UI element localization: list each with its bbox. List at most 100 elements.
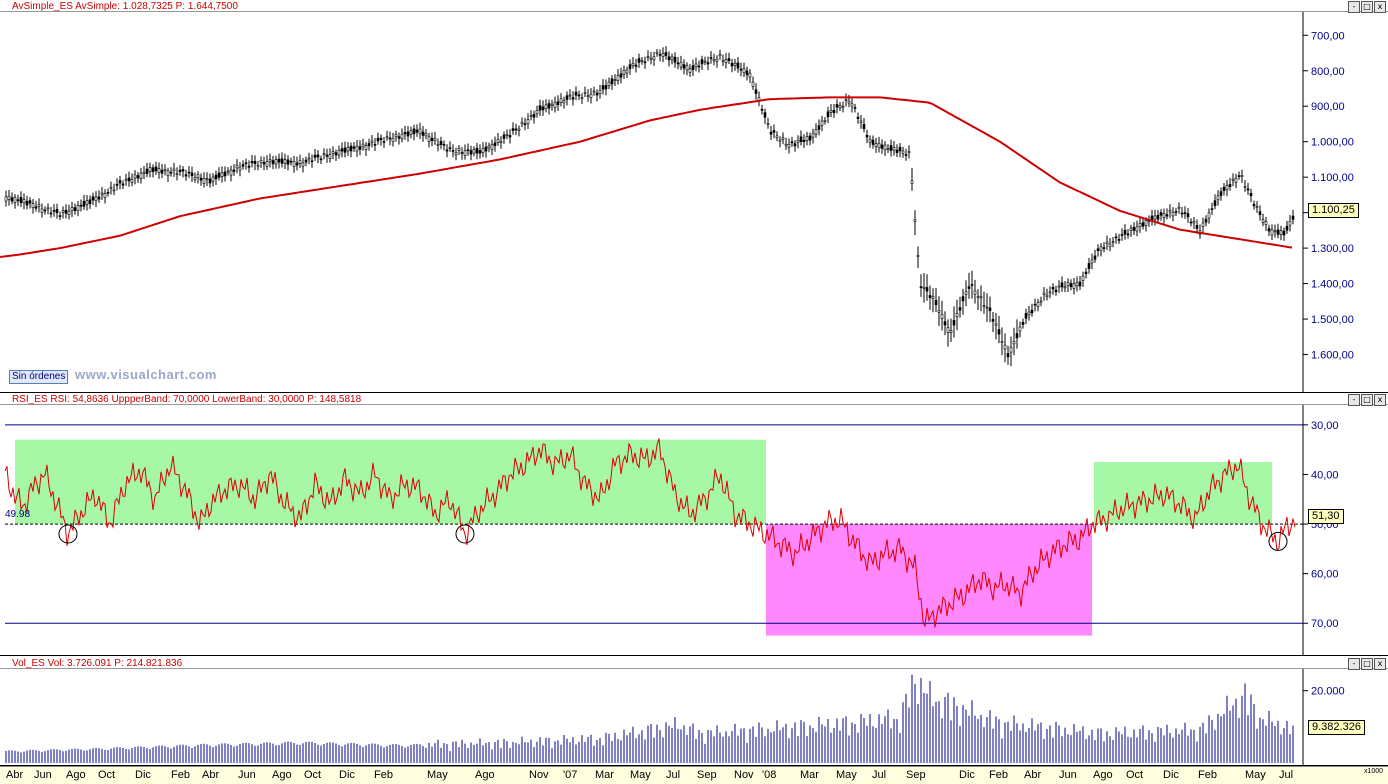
candle-body bbox=[745, 70, 749, 76]
candle-body bbox=[481, 147, 485, 153]
candle-body bbox=[85, 200, 89, 205]
candle-body bbox=[1162, 213, 1166, 218]
candle-body bbox=[1165, 214, 1169, 217]
x-tick-label: '07 bbox=[563, 769, 578, 781]
candle-body bbox=[556, 101, 560, 105]
x-tick-label: Feb bbox=[374, 769, 393, 781]
volume-panel[interactable]: 20.000 Vol_ES Vol: 3.726.091 P: 214.821.… bbox=[0, 657, 1388, 766]
candle-body bbox=[205, 178, 209, 181]
y-tick-label: 40,00 bbox=[1311, 469, 1339, 481]
candle-body bbox=[592, 90, 596, 93]
close-button[interactable]: x bbox=[1374, 658, 1386, 670]
candle-body bbox=[433, 138, 437, 141]
candle-body bbox=[37, 204, 41, 207]
candle-body bbox=[166, 170, 170, 176]
signal-circle bbox=[1268, 531, 1288, 551]
minimize-button[interactable]: - bbox=[1348, 394, 1360, 406]
candle-body bbox=[931, 296, 935, 299]
candle-body bbox=[244, 162, 248, 165]
y-tick-label: 1.300,00 bbox=[1311, 243, 1354, 255]
candle-body bbox=[1066, 282, 1070, 287]
candle-body bbox=[616, 75, 620, 81]
candle-body bbox=[142, 171, 146, 174]
close-button[interactable]: x bbox=[1374, 394, 1386, 406]
candle-body bbox=[7, 195, 11, 200]
candle-body bbox=[538, 105, 542, 111]
candle-body bbox=[247, 165, 251, 168]
candle-body bbox=[1123, 229, 1127, 235]
candle-body bbox=[874, 143, 878, 147]
candle-body bbox=[838, 105, 842, 108]
candle-body bbox=[400, 133, 404, 140]
close-button[interactable]: x bbox=[1374, 1, 1386, 13]
candle-body bbox=[868, 138, 872, 143]
candle-body bbox=[55, 208, 59, 213]
candle-body bbox=[1120, 234, 1124, 236]
candle-body bbox=[715, 58, 719, 62]
candle-body bbox=[670, 56, 674, 61]
minimize-button[interactable]: - bbox=[1348, 658, 1360, 670]
candle-body bbox=[1060, 282, 1064, 288]
candle-body bbox=[739, 68, 743, 71]
x-tick-label: Nov bbox=[734, 769, 754, 781]
candle-body bbox=[328, 154, 332, 159]
candle-body bbox=[427, 136, 431, 142]
candle-body bbox=[295, 162, 299, 166]
candle-body bbox=[394, 134, 398, 137]
candle-body bbox=[991, 319, 995, 322]
candle-body bbox=[1240, 175, 1244, 177]
candle-body bbox=[1063, 286, 1067, 289]
candle-body bbox=[1270, 229, 1274, 236]
candle-body bbox=[661, 53, 665, 57]
candle-body bbox=[733, 62, 737, 66]
candle-body bbox=[31, 203, 35, 208]
candle-body bbox=[469, 150, 473, 155]
candle-body bbox=[634, 64, 638, 67]
candle-body bbox=[604, 85, 608, 90]
candle-body bbox=[571, 97, 575, 100]
price-chart[interactable]: 1.600,001.500,001.400,001.300,001.200,00… bbox=[0, 0, 1388, 392]
candle-body bbox=[1288, 220, 1292, 226]
candle-body bbox=[1105, 241, 1109, 244]
candle-body bbox=[4, 196, 8, 202]
maximize-button[interactable]: □ bbox=[1361, 394, 1373, 406]
time-axis[interactable]: Abr Jun Ago Oct Dic Feb Abr Jun Ago Oct Dic Feb May A… bbox=[0, 766, 1388, 784]
x-tick-label: Dic bbox=[959, 769, 975, 781]
candle-body bbox=[985, 306, 989, 309]
candle-body bbox=[796, 140, 800, 143]
candle-body bbox=[10, 197, 14, 202]
candle-body bbox=[841, 105, 845, 108]
candle-body bbox=[1135, 226, 1139, 232]
orders-status-button[interactable]: Sin órdenes bbox=[9, 370, 69, 384]
candle-body bbox=[1195, 225, 1199, 229]
candle-body bbox=[1249, 192, 1253, 197]
candle-body bbox=[22, 199, 26, 204]
candle-body bbox=[283, 159, 287, 164]
candle-body bbox=[700, 59, 704, 65]
volume-chart[interactable]: 20.000 bbox=[0, 657, 1388, 765]
candle-body bbox=[319, 158, 323, 161]
x-tick-label: Jul bbox=[1279, 769, 1294, 781]
candle-body bbox=[91, 196, 95, 201]
candle-body bbox=[772, 130, 776, 133]
candle-body bbox=[1156, 215, 1160, 220]
price-panel[interactable]: 1.600,001.500,001.400,001.300,001.200,00… bbox=[0, 0, 1388, 393]
candle-body bbox=[565, 95, 569, 100]
maximize-button[interactable]: □ bbox=[1361, 658, 1373, 670]
candle-body bbox=[751, 81, 755, 87]
minimize-button[interactable]: - bbox=[1348, 1, 1360, 13]
candle-body bbox=[1021, 322, 1025, 325]
x-tick-label: Ago bbox=[1093, 769, 1113, 781]
maximize-button[interactable]: □ bbox=[1361, 1, 1373, 13]
candle-body bbox=[418, 128, 422, 135]
rsi-panel[interactable]: 70,00 60,00 50,00 40,00 30,00 RSI_ES RSI: 54… bbox=[0, 393, 1388, 656]
candle-body bbox=[310, 160, 314, 163]
candle-body bbox=[601, 85, 605, 90]
candle-body bbox=[994, 323, 998, 326]
candle-body bbox=[370, 140, 374, 143]
candle-body bbox=[553, 102, 557, 108]
candle-body bbox=[1075, 282, 1079, 287]
candle-body bbox=[943, 321, 947, 326]
candle-body bbox=[511, 128, 515, 131]
